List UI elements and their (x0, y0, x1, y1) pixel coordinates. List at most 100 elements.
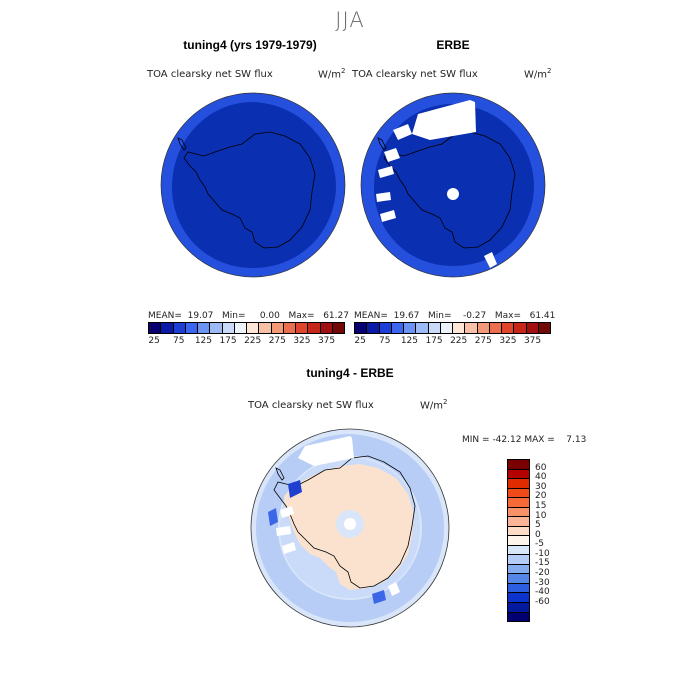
diff-colorbar-label: 15 (535, 500, 547, 511)
negative-anomaly-patch (372, 590, 386, 604)
left-stats: MEAN= 19.07 Min= 0.00 Max= 61.27 (148, 311, 349, 321)
right-panel-title: ERBE (436, 38, 470, 52)
left-colorbar-cell (210, 323, 223, 333)
negative-anomaly-patch (268, 508, 278, 526)
right-colorbar-tick: 225 (450, 336, 468, 346)
left-colorbar-tick: 75 (173, 336, 185, 346)
right-colorbar-cell (379, 323, 392, 333)
right-colorbar-tick: 25 (354, 336, 366, 346)
right-colorbar-cell (367, 323, 380, 333)
left-colorbar-tick: 125 (194, 336, 212, 346)
season-title: JJA (335, 8, 365, 32)
diff-colorbar-label: -15 (535, 558, 550, 569)
antarctica-outline (177, 131, 316, 249)
missing-data-patch (380, 210, 396, 222)
right-map (360, 92, 546, 278)
left-colorbar-cell (320, 323, 333, 333)
left-colorbar-cell (149, 323, 162, 333)
right-colorbar-cell (465, 323, 478, 333)
diff-colorbar-cell (508, 517, 529, 527)
diff-colorbar-cell (508, 460, 529, 470)
diff-stats: MIN = -42.12 MAX = 7.13 (462, 435, 587, 445)
left-colorbar-cell (283, 323, 296, 333)
left-colorbar-tick: 175 (219, 336, 237, 346)
left-colorbar-cell (271, 323, 284, 333)
diff-colorbar-cell (508, 583, 529, 594)
right-colorbar-cell (355, 323, 368, 333)
missing-data-patch (393, 124, 412, 140)
missing-data-pole (447, 188, 459, 200)
diff-colorbar-cell (508, 526, 529, 537)
diff-colorbar-label: -20 (535, 568, 550, 579)
left-colorbar (148, 322, 345, 334)
left-colorbar-cell (259, 323, 272, 333)
right-colorbar-cell (538, 323, 550, 333)
diff-colorbar-cell (508, 507, 529, 518)
diff-colorbar-cell (508, 545, 529, 556)
right-colorbar-tick: 125 (400, 336, 418, 346)
left-colorbar-cell (308, 323, 321, 333)
left-map (160, 92, 346, 278)
right-colorbar-tick: 75 (379, 336, 391, 346)
right-colorbar-tick: 175 (425, 336, 443, 346)
diff-colorbar-cell (508, 574, 529, 584)
left-colorbar-tick: 225 (244, 336, 262, 346)
left-colorbar-cell (173, 323, 186, 333)
left-colorbar-tick: 375 (317, 336, 336, 346)
left-colorbar-cell (296, 323, 309, 333)
missing-data-patch (298, 436, 354, 466)
left-colorbar-cell (222, 323, 235, 333)
right-colorbar-cell (416, 323, 429, 333)
left-colorbar-cell (332, 323, 344, 333)
diff-colorbar-cell (508, 602, 529, 613)
right-colorbar-cell (404, 323, 417, 333)
diff-colorbar-cell (508, 536, 529, 546)
left-colorbar-tick: 25 (148, 336, 160, 346)
diff-colorbar-label: -40 (535, 587, 550, 598)
diff-units: W/m2 (420, 398, 448, 412)
diff-colorbar-cell (508, 555, 529, 565)
right-colorbar-cell (489, 323, 502, 333)
missing-data-patch (378, 166, 394, 178)
diff-colorbar-label: -10 (535, 548, 550, 559)
antarctica-outline (377, 131, 516, 249)
left-colorbar-cell (161, 323, 174, 333)
diff-colorbar-cell (508, 498, 529, 508)
diff-colorbar-cell (508, 479, 529, 489)
left-colorbar-tick: 325 (293, 336, 311, 346)
diff-colorbar-label: -30 (535, 577, 550, 588)
left-variable-label: TOA clearsky net SW flux (147, 69, 273, 80)
right-colorbar-cell (428, 323, 441, 333)
right-map-inner-field (374, 104, 534, 266)
left-colorbar-tick: 275 (268, 336, 286, 346)
right-colorbar-cell (526, 323, 539, 333)
left-colorbar-cell (247, 323, 260, 333)
negative-anomaly-patch (288, 480, 302, 498)
diff-colorbar-label: 30 (535, 481, 547, 492)
right-colorbar-cell (502, 323, 515, 333)
right-variable-label: TOA clearsky net SW flux (352, 69, 478, 80)
diff-colorbar-cell (508, 488, 529, 499)
missing-data-patch (384, 148, 400, 162)
diff-colorbar-cell (508, 469, 529, 480)
missing-data-patch (484, 252, 497, 268)
right-colorbar (354, 322, 551, 334)
diff-colorbar-label: 5 (535, 520, 541, 531)
diff-colorbar-label: 40 (535, 472, 547, 483)
diff-colorbar-label: 60 (535, 462, 547, 473)
right-stats: MEAN= 19.67 Min= -0.27 Max= 61.41 (354, 311, 556, 321)
right-units: W/m2 (524, 67, 552, 81)
missing-data-patch (388, 582, 400, 596)
diff-colorbar-cell (508, 612, 529, 622)
left-colorbar-cell (185, 323, 198, 333)
diff-colorbar-cell (508, 593, 529, 603)
diff-colorbar-label: 10 (535, 510, 547, 521)
left-units: W/m2 (318, 67, 346, 81)
right-colorbar-cell (391, 323, 404, 333)
left-map-inner-field (172, 102, 336, 268)
left-colorbar-cell (234, 323, 247, 333)
pole-hole (344, 518, 356, 530)
diff-colorbar-label: -60 (535, 596, 550, 607)
right-colorbar-cell (477, 323, 490, 333)
diff-map (250, 428, 450, 628)
